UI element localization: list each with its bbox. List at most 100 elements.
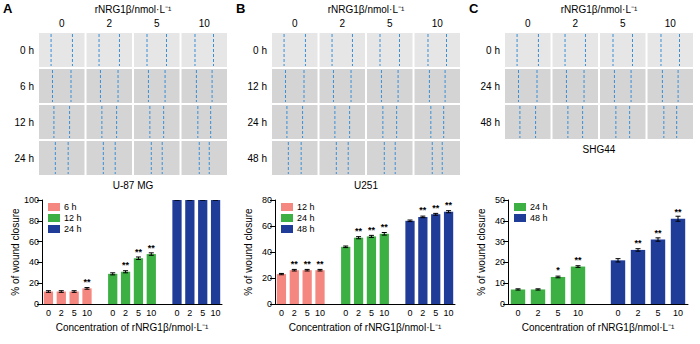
svg-text:50: 50	[495, 195, 505, 205]
svg-text:60: 60	[29, 237, 39, 247]
svg-text:5: 5	[72, 308, 77, 318]
svg-text:24 h: 24 h	[15, 153, 34, 164]
svg-text:10: 10	[199, 18, 211, 29]
svg-text:U251: U251	[354, 180, 378, 191]
svg-text:6 h: 6 h	[20, 81, 34, 92]
svg-text:**: **	[432, 203, 440, 213]
svg-text:30: 30	[495, 237, 505, 247]
svg-text:B: B	[236, 1, 245, 16]
svg-text:rNRG1β/nmol·L⁻¹: rNRG1β/nmol·L⁻¹	[561, 4, 638, 15]
svg-text:10: 10	[673, 308, 683, 318]
svg-text:0: 0	[34, 299, 39, 309]
svg-text:80: 80	[29, 216, 39, 226]
svg-text:0 h: 0 h	[486, 45, 500, 56]
svg-text:**: **	[83, 277, 91, 287]
svg-text:0: 0	[525, 18, 531, 29]
svg-text:0 h: 0 h	[253, 45, 267, 56]
svg-text:5: 5	[433, 308, 438, 318]
svg-text:**: **	[148, 243, 156, 253]
svg-text:**: **	[574, 255, 582, 265]
svg-text:Concentration of rNRG1β/nmol·L: Concentration of rNRG1β/nmol·L⁻¹	[522, 322, 675, 333]
svg-text:20: 20	[29, 278, 39, 288]
svg-text:Concentration of rNRG1β/nmol·L: Concentration of rNRG1β/nmol·L⁻¹	[289, 322, 442, 333]
svg-text:20: 20	[262, 273, 272, 283]
svg-text:**: **	[122, 260, 130, 270]
svg-text:0: 0	[174, 308, 179, 318]
svg-text:6 h: 6 h	[64, 202, 77, 212]
svg-text:2: 2	[635, 308, 640, 318]
svg-text:**: **	[368, 225, 376, 235]
svg-text:**: **	[291, 259, 299, 269]
svg-text:40: 40	[495, 216, 505, 226]
svg-text:2: 2	[123, 308, 128, 318]
svg-text:100: 100	[24, 195, 39, 205]
svg-text:rNRG1β/nmol·L⁻¹: rNRG1β/nmol·L⁻¹	[328, 4, 405, 15]
svg-text:10: 10	[432, 18, 444, 29]
svg-text:2: 2	[187, 308, 192, 318]
svg-text:48 h: 48 h	[481, 117, 500, 128]
svg-text:0: 0	[59, 18, 65, 29]
svg-text:% of wound closure: % of wound closure	[476, 208, 487, 296]
svg-text:5: 5	[136, 308, 141, 318]
svg-text:Concentration of rNRG1β/nmol·L: Concentration of rNRG1β/nmol·L⁻¹	[56, 322, 209, 333]
svg-text:% of wound closure: % of wound closure	[243, 208, 254, 296]
svg-text:12 h: 12 h	[248, 81, 267, 92]
svg-text:40: 40	[29, 257, 39, 267]
svg-text:2: 2	[572, 18, 578, 29]
svg-text:5: 5	[655, 308, 660, 318]
svg-text:12 h: 12 h	[15, 117, 34, 128]
svg-text:rNRG1β/nmol·L⁻¹: rNRG1β/nmol·L⁻¹	[95, 4, 172, 15]
svg-text:5: 5	[200, 308, 205, 318]
svg-text:10: 10	[573, 308, 583, 318]
svg-text:0: 0	[407, 308, 412, 318]
svg-text:24 h: 24 h	[481, 81, 500, 92]
svg-text:24 h: 24 h	[64, 224, 82, 234]
svg-text:0: 0	[267, 299, 272, 309]
svg-text:12 h: 12 h	[64, 213, 82, 223]
svg-text:24 h: 24 h	[297, 213, 315, 223]
svg-text:0: 0	[46, 308, 51, 318]
svg-text:0: 0	[615, 308, 620, 318]
svg-text:10: 10	[379, 308, 389, 318]
svg-text:**: **	[381, 222, 389, 232]
svg-text:**: **	[355, 226, 363, 236]
svg-text:5: 5	[154, 18, 160, 29]
svg-text:48 h: 48 h	[530, 213, 548, 223]
svg-text:2: 2	[420, 308, 425, 318]
svg-text:5: 5	[555, 308, 560, 318]
svg-text:24 h: 24 h	[248, 117, 267, 128]
svg-text:*: *	[556, 265, 560, 275]
svg-text:40: 40	[262, 247, 272, 257]
svg-text:10: 10	[211, 308, 221, 318]
svg-text:10: 10	[82, 308, 92, 318]
svg-text:10: 10	[146, 308, 156, 318]
svg-text:**: **	[674, 207, 682, 217]
svg-text:0: 0	[515, 308, 520, 318]
svg-text:0 h: 0 h	[20, 45, 34, 56]
svg-text:48 h: 48 h	[297, 224, 315, 234]
svg-text:0: 0	[279, 308, 284, 318]
svg-text:2: 2	[292, 308, 297, 318]
svg-text:**: **	[445, 200, 453, 210]
svg-text:48 h: 48 h	[248, 153, 267, 164]
svg-text:10: 10	[444, 308, 454, 318]
svg-text:SHG44: SHG44	[583, 144, 616, 155]
svg-text:% of wound closure: % of wound closure	[10, 208, 21, 296]
svg-text:12 h: 12 h	[297, 202, 315, 212]
svg-text:5: 5	[369, 308, 374, 318]
svg-text:C: C	[469, 1, 479, 16]
svg-text:0: 0	[292, 18, 298, 29]
svg-text:**: **	[654, 228, 662, 238]
svg-text:0: 0	[343, 308, 348, 318]
svg-text:**: **	[316, 259, 324, 269]
svg-text:**: **	[304, 259, 312, 269]
svg-text:U-87 MG: U-87 MG	[113, 180, 154, 191]
svg-text:**: **	[634, 238, 642, 248]
svg-text:0: 0	[500, 299, 505, 309]
svg-text:2: 2	[106, 18, 112, 29]
svg-text:80: 80	[262, 195, 272, 205]
svg-text:A: A	[3, 1, 13, 16]
svg-text:60: 60	[262, 221, 272, 231]
svg-text:0: 0	[110, 308, 115, 318]
svg-text:**: **	[419, 205, 427, 215]
